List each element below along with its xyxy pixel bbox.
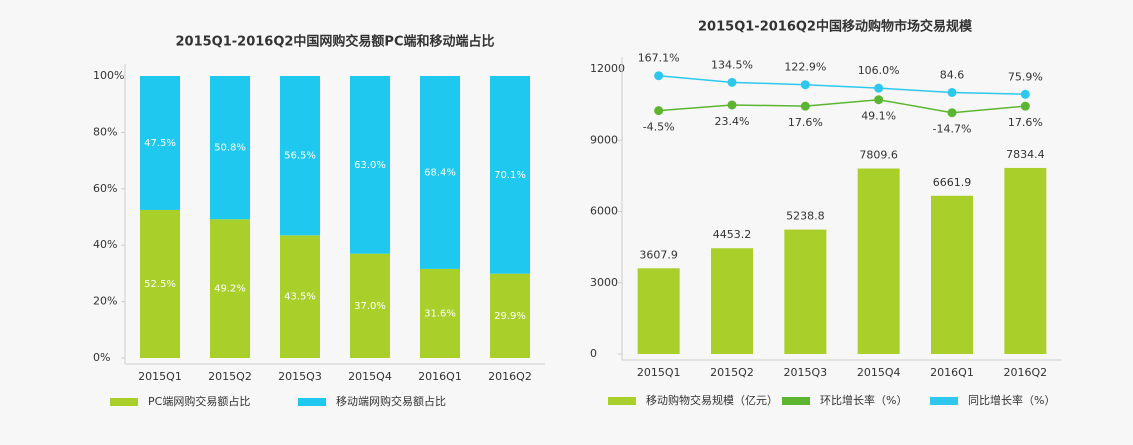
- bar-segment: [490, 76, 530, 274]
- y-tick-label: 80%: [93, 125, 117, 138]
- bar-segment: [140, 76, 180, 210]
- line: [658, 74, 1026, 96]
- legend-swatch: [110, 398, 138, 406]
- point: [800, 101, 810, 111]
- data-label: 68.4%: [424, 167, 456, 178]
- chart-title: 2015Q1-2016Q2中国移动购物市场交易规模: [698, 19, 973, 35]
- y-tick-label: 9000: [590, 133, 618, 146]
- y-tick-label: 100%: [93, 69, 124, 82]
- data-label: -14.7%: [933, 123, 972, 136]
- bar-segment: [210, 76, 250, 220]
- line: [658, 98, 1026, 114]
- bar-segment: [280, 235, 320, 358]
- point: [654, 106, 664, 116]
- data-label: 70.1%: [494, 170, 526, 181]
- data-label: 7809.6: [859, 149, 898, 162]
- bar-segment: [420, 76, 460, 269]
- data-label: 23.4%: [715, 115, 750, 128]
- bar-segment: [350, 76, 390, 254]
- data-label: 134.5%: [711, 58, 753, 71]
- data-label: 47.5%: [144, 138, 176, 149]
- bar: [931, 195, 973, 354]
- y-tick-label: 6000: [590, 205, 618, 218]
- x-tick-label: 2015Q1: [637, 366, 681, 379]
- data-label: 7834.4: [1006, 148, 1045, 161]
- y-tick-label: 3000: [590, 276, 618, 289]
- data-label: 84.6: [940, 68, 965, 81]
- point: [874, 95, 884, 105]
- legend-label: PC端网购交易额占比: [148, 394, 250, 408]
- point: [947, 87, 957, 97]
- bar: [1004, 167, 1047, 354]
- data-label: 5238.8: [786, 210, 825, 223]
- point: [727, 77, 737, 87]
- x-tick-label: 2016Q2: [488, 370, 532, 383]
- legend-label: 环比增长率（%）: [820, 393, 907, 407]
- bar-segment: [280, 76, 320, 236]
- data-label: 43.5%: [284, 292, 316, 303]
- legend-label: 移动购物交易规模（亿元）: [646, 393, 778, 407]
- data-label: 17.6%: [788, 116, 823, 129]
- x-tick-label: 2016Q2: [1004, 366, 1048, 379]
- legend-swatch: [608, 397, 636, 405]
- x-tick-label: 2015Q4: [857, 366, 901, 379]
- data-label: 49.1%: [861, 110, 896, 123]
- data-label: 3607.9: [639, 248, 678, 261]
- bar: [857, 168, 900, 354]
- data-label: 31.6%: [424, 308, 456, 319]
- legend-swatch: [930, 397, 958, 405]
- bar-segment: [420, 268, 460, 358]
- legend-label: 移动端网购交易额占比: [336, 394, 446, 408]
- y-tick-label: 0%: [93, 351, 110, 364]
- data-label: 37.0%: [354, 301, 386, 312]
- x-tick-label: 2015Q4: [348, 370, 392, 383]
- x-tick-label: 2015Q2: [710, 366, 754, 379]
- bar: [711, 248, 753, 354]
- chart-title: 2015Q1-2016Q2中国网购交易额PC端和移动端占比: [175, 34, 494, 50]
- point: [947, 108, 957, 118]
- bar: [637, 268, 680, 354]
- bar-segment: [210, 219, 250, 358]
- point: [1020, 101, 1030, 111]
- y-tick-label: 12000: [590, 62, 625, 75]
- legend-swatch: [782, 397, 810, 405]
- data-label: -4.5%: [643, 121, 675, 134]
- point: [654, 71, 664, 81]
- point: [727, 100, 737, 110]
- point: [874, 83, 884, 93]
- data-label: 6661.9: [933, 176, 972, 189]
- data-label: 167.1%: [638, 52, 680, 65]
- data-label: 75.9%: [1008, 70, 1043, 83]
- bar-segment: [490, 273, 530, 358]
- y-tick-label: 20%: [93, 295, 117, 308]
- legend-label: 同比增长率（%）: [968, 393, 1055, 407]
- data-label: 4453.2: [713, 228, 752, 241]
- data-label: 49.2%: [214, 284, 246, 295]
- y-tick-label: 0: [590, 347, 597, 360]
- x-tick-label: 2016Q1: [418, 370, 462, 383]
- data-label: 63.0%: [354, 160, 386, 171]
- bar: [784, 229, 827, 354]
- bar-segment: [350, 253, 390, 358]
- legend-swatch: [298, 398, 326, 406]
- bar-segment: [140, 209, 180, 358]
- data-label: 52.5%: [144, 279, 176, 290]
- y-tick-label: 60%: [93, 182, 117, 195]
- data-label: 50.8%: [214, 143, 246, 154]
- x-tick-label: 2015Q2: [208, 370, 252, 383]
- point: [1020, 89, 1030, 99]
- x-tick-label: 2016Q1: [930, 366, 974, 379]
- x-tick-label: 2015Q1: [138, 370, 182, 383]
- x-tick-label: 2015Q3: [278, 370, 322, 383]
- y-tick-label: 40%: [93, 238, 117, 251]
- data-label: 106.0%: [858, 64, 900, 77]
- x-tick-label: 2015Q3: [784, 366, 828, 379]
- data-label: 56.5%: [284, 151, 316, 162]
- data-label: 122.9%: [784, 61, 826, 74]
- point: [800, 80, 810, 90]
- data-label: 29.9%: [494, 311, 526, 322]
- data-label: 17.6%: [1008, 116, 1043, 129]
